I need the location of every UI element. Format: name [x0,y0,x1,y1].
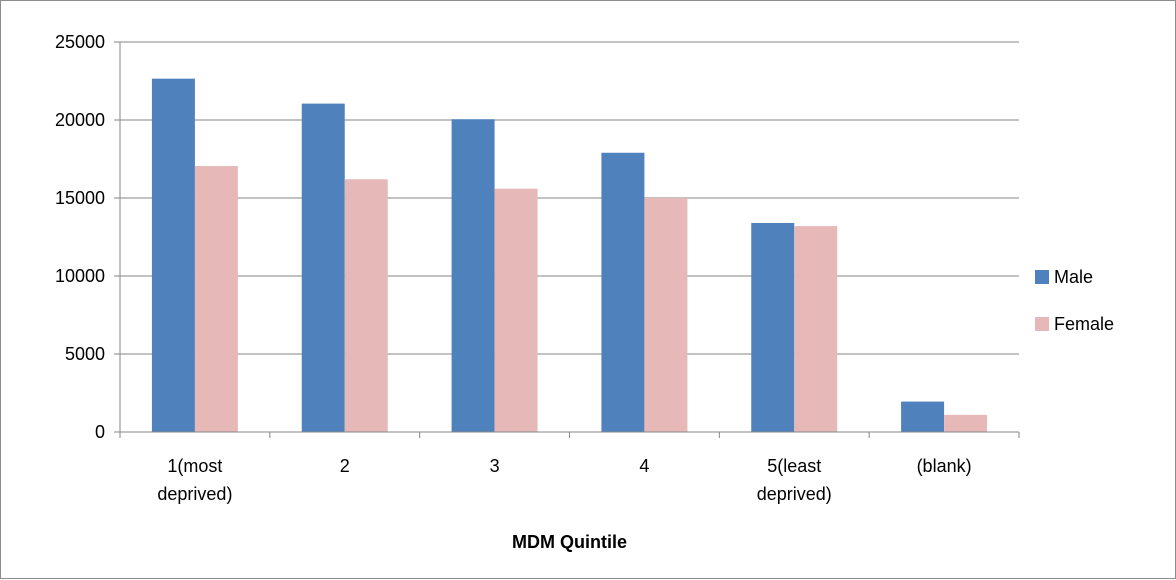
legend: Male Female [1035,267,1114,334]
bar-female-5 [944,414,988,432]
gridlines [120,41,1019,355]
y-tick-label: 0 [95,422,105,442]
y-tick-label: 5000 [65,344,105,364]
bars [151,78,988,433]
axes [119,42,1019,433]
bar-male-3 [601,152,645,432]
y-tick-label: 25000 [55,32,105,52]
bar-female-4 [794,226,838,432]
bar-male-5 [901,401,945,432]
y-tick-labels: 0 5000 10000 15000 20000 25000 [55,32,120,442]
bar-female-2 [494,188,538,432]
x-tick-label: 2 [340,456,350,476]
bar-male-2 [451,119,495,432]
x-tick-label: 4 [639,456,649,476]
y-tick-label: 15000 [55,188,105,208]
x-tick-label: deprived) [757,484,832,504]
x-tick-labels: 1(most deprived) 2 3 4 5(least deprived) (blank… [119,432,1020,504]
legend-label-female: Female [1054,314,1114,334]
legend-label-male: Male [1054,267,1093,287]
x-tick-label: (blank) [917,456,972,476]
y-tick-label: 20000 [55,110,105,130]
x-tick-label: 3 [490,456,500,476]
x-tick-label: 1(most [167,456,222,476]
legend-swatch-female [1035,317,1049,331]
bar-male-1 [301,103,345,433]
legend-swatch-male [1035,270,1049,284]
bar-female-0 [194,166,238,432]
x-tick-label: deprived) [157,484,232,504]
x-axis-title: MDM Quintile [512,532,627,552]
bar-female-3 [644,198,688,432]
bar-male-0 [151,78,195,432]
bar-female-1 [344,179,388,432]
bar-male-4 [751,222,795,432]
x-tick-label: 5(least [767,456,821,476]
y-tick-label: 10000 [55,266,105,286]
